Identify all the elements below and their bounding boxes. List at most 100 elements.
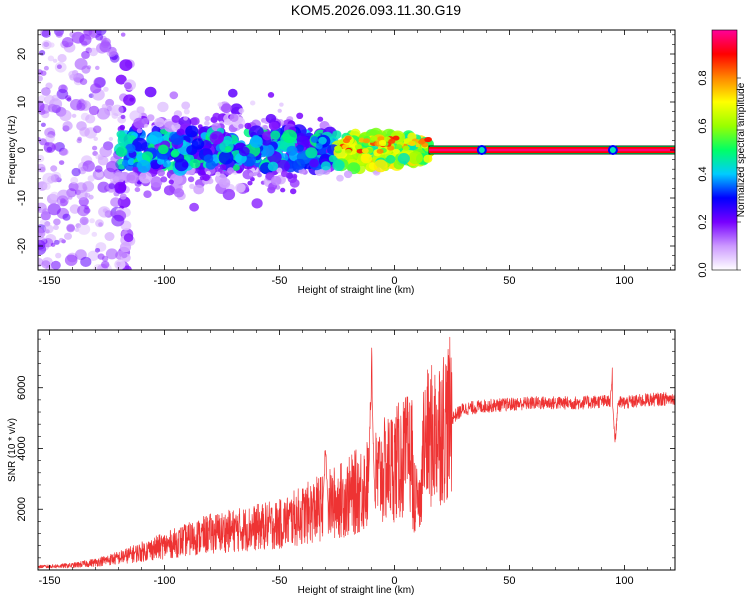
spectrogram-blob	[93, 136, 98, 141]
spectrogram-blob	[154, 117, 165, 128]
spectrogram-blob	[81, 65, 91, 74]
spectrogram-blob	[45, 134, 55, 143]
spectrogram-blob	[392, 148, 400, 154]
spectrogram-blob	[39, 166, 46, 173]
spectrogram-blob	[96, 107, 110, 120]
spectrogram-x-tick-label: -150	[38, 275, 60, 287]
spectrogram-blob	[55, 252, 62, 259]
snr-y-ticks: 2000 4000 6000	[16, 338, 675, 571]
spectrogram-blob	[60, 148, 69, 156]
snr-y-tick-label: 6000	[16, 375, 28, 399]
snr-panel: -150 -100 -50 0 50 100 2000 4000 6000 Height of…	[7, 329, 676, 596]
spectrogram-blob	[81, 165, 88, 172]
spectrogram-blob	[232, 164, 240, 171]
snr-x-tick-label: -150	[38, 575, 60, 587]
figure-title: KOM5.2026.093.11.30.G19	[291, 2, 461, 18]
spectrogram-blob	[47, 55, 55, 62]
spectrogram-blob	[160, 176, 168, 183]
snr-x-tick-label: 100	[615, 575, 633, 587]
spectrogram-blob	[144, 86, 157, 98]
spectrogram-blob	[53, 218, 61, 226]
snr-x-tick-label: -100	[153, 575, 175, 587]
spectrogram-blob	[183, 116, 189, 121]
spectrogram-blob	[38, 227, 44, 237]
spectrogram-blob	[79, 78, 88, 85]
colorbar-tick-label: 0.6	[697, 118, 709, 133]
spectrogram-blob	[279, 102, 284, 107]
spectrogram-blob	[59, 109, 72, 122]
spectrogram-blob	[98, 206, 111, 218]
spectrogram-blob	[110, 155, 119, 164]
spectrogram-blob	[58, 237, 65, 243]
spectrogram-blob	[408, 141, 416, 146]
spectrogram-blob	[143, 190, 152, 198]
spectrogram-blob	[42, 208, 50, 215]
spectrogram-blobs	[38, 30, 436, 270]
spectrogram-blob	[222, 188, 236, 201]
spectrogram-blob	[42, 172, 56, 185]
spectrogram-blob	[158, 144, 169, 155]
spectrogram-blob	[251, 198, 263, 209]
spectrogram-x-tick-label: 50	[503, 275, 515, 287]
spectrogram-blob	[204, 115, 211, 122]
spectrogram-blob	[343, 170, 353, 179]
spectrogram-blob	[320, 161, 331, 171]
spectrogram-blob	[123, 94, 136, 106]
spectrogram-blob	[238, 108, 245, 114]
spectrogram-blob	[171, 115, 181, 123]
spectrogram-blob	[385, 154, 396, 164]
spectrogram-blob	[94, 248, 101, 253]
snr-x-tick-label: 50	[503, 575, 515, 587]
spectrogram-blob	[83, 30, 93, 36]
spectrogram-blob	[136, 106, 145, 114]
spectrogram-blob	[174, 158, 189, 172]
spectrogram-blob	[94, 165, 103, 173]
spectrogram-blob	[66, 97, 72, 102]
spectral-line-feature	[428, 145, 675, 155]
spectrogram-blob	[125, 143, 136, 154]
spectrogram-blob	[119, 124, 126, 130]
spectrogram-blob	[136, 159, 151, 173]
spectrogram-blob	[176, 128, 185, 136]
spectrogram-blob	[62, 213, 71, 221]
spectrogram-blob	[260, 144, 275, 157]
spectrogram-blob	[103, 86, 109, 92]
spectrogram-blob	[55, 31, 63, 38]
spectrogram-x-axis-label: Height of straight line (km)	[298, 285, 415, 296]
spectrogram-blob	[57, 54, 67, 63]
spectrogram-blob	[360, 153, 372, 164]
spectrogram-blob	[215, 171, 221, 177]
spectrogram-blob	[120, 114, 126, 120]
spectrogram-blob	[235, 183, 246, 193]
line-marker	[609, 147, 616, 153]
spectrogram-blob	[95, 219, 104, 228]
spectrogram-blob	[157, 101, 169, 113]
spectrogram-blob	[336, 174, 344, 182]
spectrogram-blob	[115, 74, 127, 85]
spectrogram-blob	[119, 193, 127, 200]
spectrogram-blob	[363, 138, 370, 144]
snr-frame	[37, 329, 676, 571]
spectrogram-blob	[354, 144, 362, 150]
spectrogram-blob	[79, 216, 89, 226]
spectrogram-blob	[356, 148, 364, 154]
spectrogram-blob	[282, 129, 298, 144]
spectrogram-blob	[270, 175, 282, 186]
spectrogram-blob	[44, 94, 55, 105]
spectrogram-blob	[218, 177, 231, 189]
spectrogram-blob	[132, 137, 148, 152]
snr-x-tick-label: -50	[272, 575, 288, 587]
spectrogram-blob	[42, 182, 51, 190]
spectrogram-blob	[173, 188, 185, 198]
spectrogram-blob	[388, 138, 396, 144]
spectrogram-blob	[50, 165, 58, 172]
colorbar-tick-label: 0.2	[697, 214, 709, 229]
spectrogram-blob	[112, 172, 125, 184]
spectrogram-blob	[277, 108, 282, 113]
spectrogram-blob	[79, 34, 92, 46]
spectrogram-y-ticks: -20 -10 0 10 20	[16, 34, 675, 266]
spectrogram-blob	[132, 166, 139, 173]
spectrogram-blob	[276, 167, 283, 174]
